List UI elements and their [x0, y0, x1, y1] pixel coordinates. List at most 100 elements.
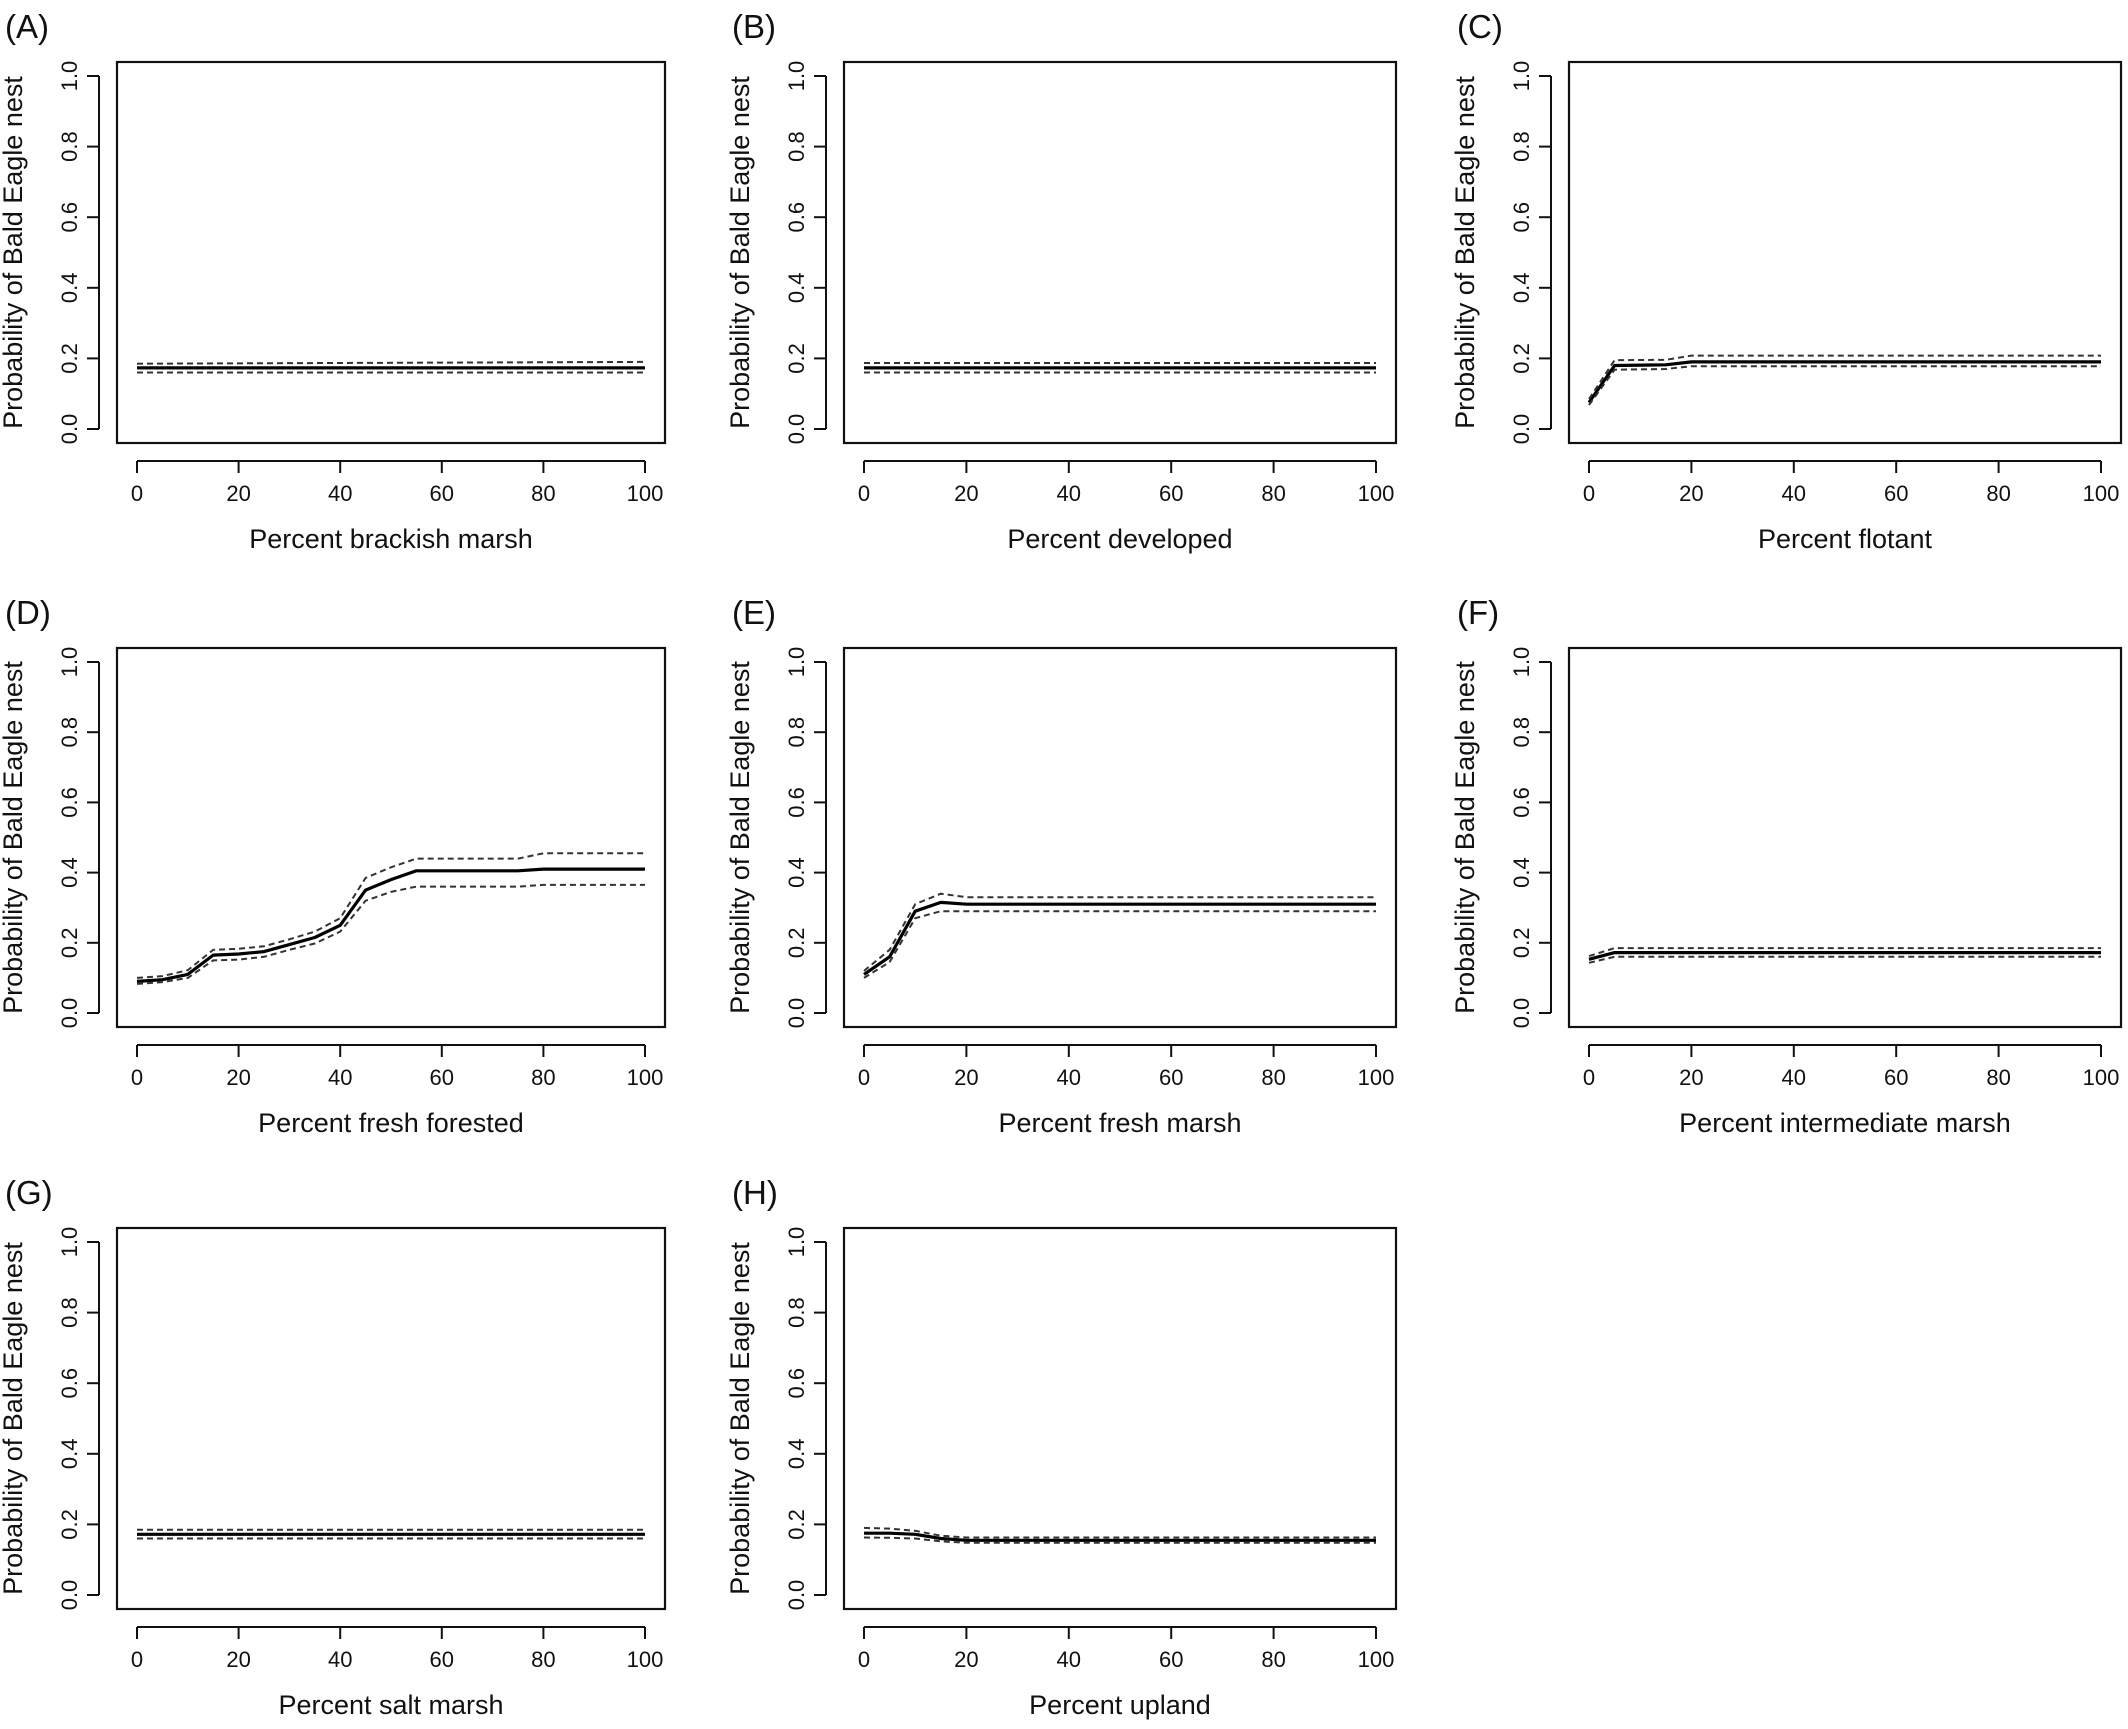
- y-axis-label: Probability of Bald Eagle nest: [0, 1242, 28, 1595]
- plot-frame: [842, 60, 1398, 445]
- y-tick-label: 0.2: [1509, 928, 1534, 959]
- y-tick-label: 0.6: [1509, 202, 1534, 233]
- x-axis-label: Percent brackish marsh: [249, 524, 533, 554]
- estimate-line: [1588, 950, 2101, 961]
- panel-label: (A): [5, 8, 49, 45]
- x-tick-label: 80: [1986, 1065, 2010, 1090]
- x-tick-label: 20: [226, 481, 250, 506]
- y-tick-label: 0.6: [57, 202, 82, 233]
- x-tick-label: 0: [131, 1647, 143, 1672]
- x-tick-label: 20: [954, 1647, 978, 1672]
- x-tick-label: 20: [1679, 481, 1703, 506]
- x-tick-label: 60: [1159, 1647, 1183, 1672]
- y-axis-label: Probability of Bald Eagle nest: [0, 661, 28, 1014]
- panel-b: (B) 0 20 40 60 80 100 Percent developed 0.0 0.2 0.…: [725, 8, 1398, 554]
- panel-label: (C): [1457, 8, 1503, 45]
- y-tick-label: 0.0: [784, 998, 809, 1029]
- x-tick-label: 60: [1159, 481, 1183, 506]
- x-tick-label: 20: [226, 1065, 250, 1090]
- x-tick-label: 100: [627, 1647, 664, 1672]
- panel-label: (E): [732, 594, 776, 631]
- x-axis-label: Percent developed: [1007, 524, 1232, 554]
- lower-line: [136, 883, 645, 985]
- panel-c: (C) 0 20 40 60 80 100 Percent flotant 0.0 0.2 0.4 0…: [1450, 8, 2123, 554]
- panel-e: (E) 0 20 40 60 80 100 Percent fresh marsh 0.0 0.2…: [725, 594, 1398, 1138]
- x-tick-label: 0: [1583, 1065, 1595, 1090]
- plot-frame: [115, 1226, 667, 1611]
- x-tick-label: 0: [131, 1065, 143, 1090]
- y-tick-label: 0.2: [57, 1509, 82, 1540]
- x-tick-label: 40: [1057, 1065, 1081, 1090]
- x-tick-label: 0: [1583, 481, 1595, 506]
- y-tick-label: 0.6: [57, 1368, 82, 1399]
- x-axis-label: Percent intermediate marsh: [1679, 1108, 2011, 1138]
- panel-label: (D): [5, 594, 51, 631]
- y-axis-label: Probability of Bald Eagle nest: [725, 661, 755, 1014]
- x-tick-label: 80: [1261, 1647, 1285, 1672]
- y-tick-label: 1.0: [1509, 647, 1534, 678]
- x-tick-label: 100: [1358, 1065, 1395, 1090]
- y-tick-label: 0.0: [1509, 414, 1534, 445]
- y-tick-label: 0.2: [1509, 343, 1534, 374]
- y-tick-label: 0.6: [1509, 787, 1534, 818]
- y-tick-label: 0.8: [57, 1297, 82, 1328]
- x-tick-label: 40: [1057, 1647, 1081, 1672]
- y-tick-label: 0.8: [57, 717, 82, 748]
- x-tick-label: 100: [627, 1065, 664, 1090]
- y-tick-label: 1.0: [57, 647, 82, 678]
- y-tick-label: 0.6: [784, 202, 809, 233]
- panel-label: (G): [5, 1174, 53, 1211]
- x-tick-label: 100: [2083, 481, 2120, 506]
- x-tick-label: 40: [1782, 481, 1806, 506]
- y-tick-label: 0.4: [57, 273, 82, 304]
- x-tick-label: 60: [1159, 1065, 1183, 1090]
- y-tick-label: 0.2: [57, 928, 82, 959]
- y-tick-label: 1.0: [784, 61, 809, 92]
- y-tick-label: 0.2: [784, 1509, 809, 1540]
- y-tick-label: 0.2: [784, 343, 809, 374]
- upper-line: [1588, 947, 2101, 958]
- y-tick-label: 0.0: [784, 414, 809, 445]
- y-axis-label: Probability of Bald Eagle nest: [1450, 76, 1480, 429]
- y-tick-label: 0.4: [1509, 273, 1534, 304]
- upper-line: [136, 360, 646, 365]
- panel-label: (F): [1457, 594, 1499, 631]
- plot-frame: [115, 60, 667, 445]
- x-tick-label: 100: [2083, 1065, 2120, 1090]
- y-tick-label: 0.4: [784, 273, 809, 304]
- y-tick-label: 0.4: [784, 1439, 809, 1470]
- y-tick-label: 0.8: [1509, 131, 1534, 162]
- x-tick-label: 80: [1261, 1065, 1285, 1090]
- y-tick-label: 0.4: [1509, 857, 1534, 888]
- y-tick-label: 0.8: [784, 131, 809, 162]
- lower-line: [1588, 365, 2101, 406]
- upper-line: [1588, 354, 2101, 400]
- x-tick-label: 100: [627, 481, 664, 506]
- panel-label: (B): [732, 8, 776, 45]
- y-axis-label: Probability of Bald Eagle nest: [725, 76, 755, 429]
- panel-g: (G) 0 20 40 60 80 100 Percent salt marsh 0.0 0.2 0…: [0, 1174, 667, 1720]
- y-axis-label: Probability of Bald Eagle nest: [725, 1242, 755, 1595]
- x-tick-label: 80: [531, 481, 555, 506]
- x-tick-label: 60: [1884, 1065, 1908, 1090]
- y-tick-label: 1.0: [784, 1227, 809, 1258]
- x-tick-label: 100: [1358, 1647, 1395, 1672]
- plot-frame: [1567, 646, 2123, 1029]
- y-tick-label: 0.0: [57, 1580, 82, 1611]
- x-tick-label: 0: [131, 481, 143, 506]
- plot-frame: [115, 646, 667, 1029]
- estimate-line: [1587, 360, 2101, 404]
- y-tick-label: 0.8: [784, 717, 809, 748]
- x-tick-label: 20: [954, 481, 978, 506]
- y-tick-label: 0.6: [784, 1368, 809, 1399]
- y-tick-label: 0.8: [57, 131, 82, 162]
- lower-line: [863, 910, 1376, 979]
- x-tick-label: 100: [1358, 481, 1395, 506]
- estimate-line: [864, 1531, 1376, 1542]
- y-axis-label: Probability of Bald Eagle nest: [1450, 661, 1480, 1014]
- x-tick-label: 40: [1057, 481, 1081, 506]
- x-tick-label: 40: [328, 1647, 352, 1672]
- x-tick-label: 20: [954, 1065, 978, 1090]
- x-tick-label: 20: [1679, 1065, 1703, 1090]
- y-axis-label: Probability of Bald Eagle nest: [0, 76, 28, 429]
